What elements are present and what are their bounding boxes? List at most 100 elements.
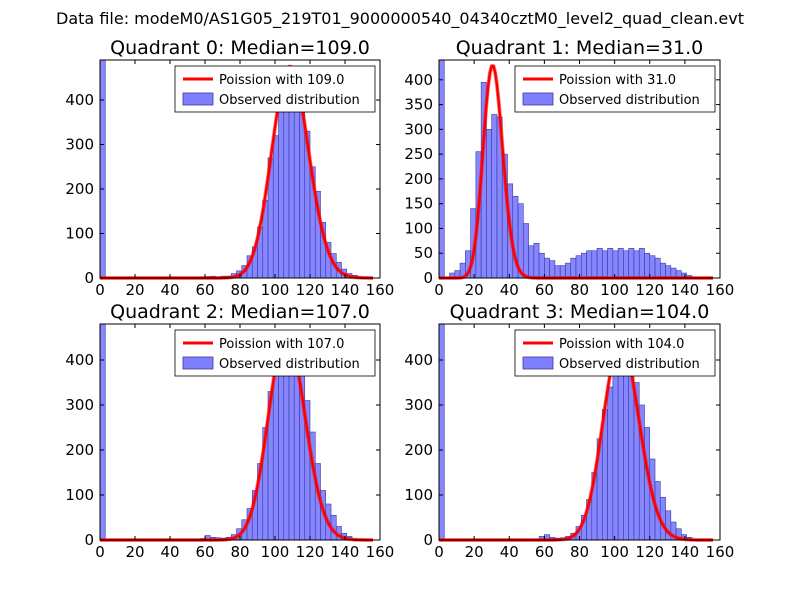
legend-label-observed: Observed distribution: [219, 357, 360, 372]
x-tick-label: 40: [160, 281, 179, 299]
histogram-bar: [565, 262, 572, 279]
histogram-bar: [272, 135, 279, 279]
chart-title: Quadrant 1: Median=31.0: [456, 37, 704, 59]
histogram-bar: [628, 247, 635, 279]
y-tick-label: 0: [423, 531, 433, 549]
x-tick-label: 140: [671, 543, 700, 561]
x-tick-label: 120: [635, 543, 664, 561]
legend-label-poisson: Poission with 107.0: [219, 337, 344, 352]
x-tick-label: 80: [230, 281, 249, 299]
y-tick-label: 0: [423, 269, 433, 287]
y-tick-label: 100: [65, 225, 94, 243]
y-tick-label: 100: [404, 219, 433, 237]
y-tick-label: 400: [404, 351, 433, 369]
legend-label-observed: Observed distribution: [219, 93, 360, 108]
x-tick-label: 160: [706, 281, 735, 299]
y-tick-label: 250: [404, 145, 433, 163]
histogram-bar: [272, 368, 279, 541]
y-tick-label: 300: [65, 396, 94, 414]
histogram-bar: [586, 250, 593, 279]
x-tick-label: 20: [465, 543, 484, 561]
y-tick-label: 100: [65, 486, 94, 504]
histogram-bar: [99, 323, 106, 541]
x-tick-label: 100: [261, 281, 290, 299]
histogram-bar: [533, 243, 540, 279]
legend-label-poisson: Poission with 109.0: [219, 73, 344, 88]
y-tick-label: 200: [65, 180, 94, 198]
x-tick-label: 160: [706, 543, 735, 561]
x-tick-label: 20: [125, 543, 144, 561]
y-tick-label: 400: [404, 71, 433, 89]
histogram-bar: [522, 223, 529, 279]
histogram-bar: [649, 255, 656, 279]
figure-title: Data file: modeM0/AS1G05_219T01_90000005…: [56, 9, 744, 29]
y-tick-label: 0: [84, 269, 94, 287]
histogram-bar: [623, 350, 629, 541]
chart-panel-3: Quadrant 3: Median=104.0 0 20 40 60 80 100 120 1…: [404, 301, 734, 561]
histogram-bar: [486, 129, 492, 279]
x-tick-label: 140: [331, 281, 360, 299]
x-tick-label: 0: [95, 281, 105, 299]
chart-panel-0: Quadrant 0: Median=109.0 0 20 40 60 80 100 120 1…: [65, 37, 394, 299]
x-tick-label: 80: [230, 543, 249, 561]
histogram-bar: [617, 247, 624, 279]
chart-panel-1: Quadrant 1: Median=31.0 0 20 40 60 80 100 120 14…: [404, 37, 734, 299]
y-tick-label: 200: [404, 170, 433, 188]
y-tick-label: 100: [404, 486, 433, 504]
histogram-bar: [491, 114, 498, 279]
y-tick-label: 300: [404, 396, 433, 414]
histogram-bar: [654, 257, 661, 279]
x-tick-label: 80: [570, 543, 589, 561]
histogram-bar: [538, 252, 545, 279]
x-tick-label: 60: [535, 281, 554, 299]
histogram-bar: [278, 110, 285, 279]
histogram-bar: [612, 359, 619, 541]
legend-label-poisson: Poission with 104.0: [559, 337, 684, 352]
histogram-bar: [638, 247, 645, 279]
histogram-bar: [438, 59, 445, 279]
y-tick-label: 300: [404, 120, 433, 138]
legend-bar-swatch: [522, 92, 554, 106]
histogram-bar: [544, 257, 550, 279]
histogram-bar: [438, 323, 445, 541]
histogram-bar: [607, 386, 614, 541]
y-tick-label: 0: [84, 531, 94, 549]
y-tick-label: 200: [65, 441, 94, 459]
chart-panel-2: Quadrant 2: Median=107.0 0 20 40 60 80 100 120 1…: [65, 301, 394, 561]
x-tick-label: 60: [195, 281, 214, 299]
histogram-bar: [633, 250, 640, 279]
histogram-bar: [644, 252, 651, 279]
histogram-bar: [288, 104, 295, 279]
histogram-bar: [283, 99, 290, 279]
chart-title: Quadrant 2: Median=107.0: [110, 301, 370, 323]
x-tick-label: 160: [366, 543, 395, 561]
histogram-bar: [528, 245, 535, 279]
histogram-bar: [607, 247, 614, 279]
histogram-bar: [612, 250, 619, 279]
x-tick-label: 140: [671, 281, 700, 299]
x-tick-label: 20: [465, 281, 484, 299]
x-tick-label: 100: [600, 543, 629, 561]
legend-bar-swatch: [522, 356, 554, 370]
chart-title: Quadrant 3: Median=104.0: [450, 301, 710, 323]
x-tick-label: 20: [125, 281, 144, 299]
x-tick-label: 0: [95, 543, 105, 561]
x-tick-label: 120: [296, 281, 325, 299]
y-tick-label: 50: [414, 244, 433, 262]
x-tick-label: 60: [535, 543, 554, 561]
legend-label-poisson: Poission with 31.0: [559, 73, 676, 88]
legend-bar-swatch: [182, 92, 214, 106]
histogram-bar: [659, 262, 666, 279]
y-tick-label: 300: [65, 136, 94, 154]
legend-box: [174, 65, 376, 113]
x-tick-label: 120: [635, 281, 664, 299]
x-tick-label: 0: [434, 543, 444, 561]
histogram-bar: [623, 250, 629, 279]
y-tick-label: 200: [404, 441, 433, 459]
histogram-bar: [602, 250, 608, 279]
histogram-bar: [99, 59, 106, 279]
x-tick-label: 120: [296, 543, 325, 561]
legend-label-observed: Observed distribution: [559, 357, 700, 372]
x-tick-label: 100: [600, 281, 629, 299]
